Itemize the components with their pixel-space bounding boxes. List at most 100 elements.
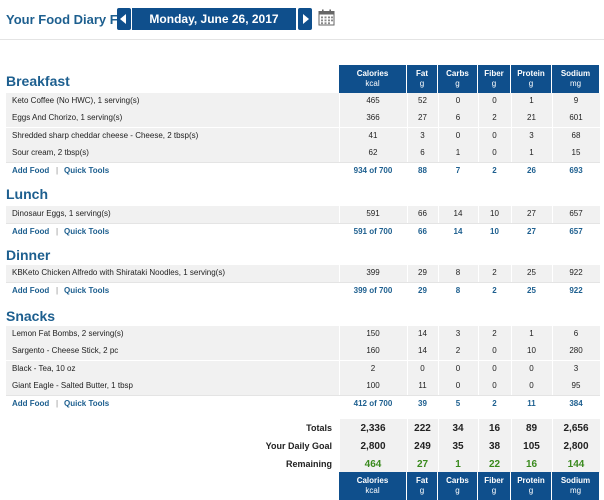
cell-divider bbox=[438, 377, 439, 395]
cell-divider bbox=[511, 360, 512, 378]
total-cell bbox=[511, 437, 552, 455]
cell-divider bbox=[407, 343, 408, 361]
column-unit: kcal bbox=[365, 79, 380, 88]
add-food-link[interactable]: Add Food bbox=[12, 286, 50, 296]
nutrient-value: 6 bbox=[420, 147, 425, 157]
nutrient-value: 0 bbox=[492, 147, 497, 157]
chevron-left-icon bbox=[120, 14, 126, 24]
meal-summary-row: Add Food | Quick Tools 412 of 700 39 5 2 11 384 bbox=[6, 395, 600, 415]
column-unit: g bbox=[455, 79, 460, 88]
total-cell bbox=[438, 437, 478, 455]
meal-total-value: 2 bbox=[492, 166, 497, 176]
nutrient-value: 8 bbox=[455, 268, 461, 277]
food-name[interactable]: Sour cream, 2 tbsp(s) bbox=[12, 147, 89, 157]
cell-divider bbox=[478, 265, 479, 282]
nutrient-value: 52 bbox=[418, 96, 427, 105]
nutrient-value: 0 bbox=[492, 363, 497, 373]
quick-tools-link[interactable]: Quick Tools bbox=[64, 166, 110, 176]
food-entry-row[interactable]: Sargento - Cheese Stick, 2 pc 160 14 2 0 10 28… bbox=[6, 343, 600, 362]
nutrient-value: 6 bbox=[573, 329, 579, 338]
add-food-link[interactable]: Add Food bbox=[12, 227, 50, 237]
food-entry-row[interactable]: Keto Coffee (No HWC), 1 serving(s) 465 52 0… bbox=[6, 93, 600, 111]
cell-divider bbox=[438, 144, 439, 162]
food-name[interactable]: Dinosaur Eggs, 1 serving(s) bbox=[12, 209, 111, 218]
food-name[interactable]: Black - Tea, 10 oz bbox=[12, 363, 76, 373]
food-name[interactable]: Giant Eagle - Salted Butter, 1 tbsp bbox=[12, 380, 133, 390]
column-unit: g bbox=[419, 79, 425, 88]
cell-divider bbox=[552, 93, 553, 110]
nutrient-value: 0 bbox=[455, 130, 461, 140]
total-cell bbox=[339, 419, 407, 437]
meal-total-value: 25 bbox=[527, 286, 536, 296]
meal-total-value: 412 of 700 bbox=[353, 399, 393, 409]
daily-goal-row: Your Daily Goal 2,800 249 35 38 105 2,800 bbox=[6, 437, 600, 455]
nutrient-value: 2 bbox=[492, 329, 497, 338]
food-name[interactable]: Eggs And Chorizo, 1 serving(s) bbox=[12, 113, 123, 123]
column-name: Sodium bbox=[560, 476, 591, 485]
nutrient-value: 280 bbox=[569, 346, 583, 356]
food-entry-row[interactable]: KBKeto Chicken Alfredo with Shirataki No… bbox=[6, 265, 600, 283]
meal-total-value: 66 bbox=[418, 227, 427, 237]
food-name[interactable]: Shredded sharp cheddar cheese - Cheese, … bbox=[12, 130, 199, 140]
food-name[interactable]: Lemon Fat Bombs, 2 serving(s) bbox=[12, 329, 124, 338]
cell-divider bbox=[339, 265, 340, 282]
food-entry-row[interactable]: Black - Tea, 10 oz 2 0 0 0 0 3 bbox=[6, 360, 600, 379]
daily-goal-label: Your Daily Goal bbox=[265, 441, 332, 451]
column-header-calories: Calories kcal bbox=[339, 472, 406, 500]
totals-label: Totals bbox=[306, 423, 332, 433]
meal-total-value: 27 bbox=[527, 227, 536, 237]
food-entry-row[interactable]: Sour cream, 2 tbsp(s) 62 6 1 0 1 15 bbox=[6, 144, 600, 163]
food-entry-row[interactable]: Lemon Fat Bombs, 2 serving(s) 150 14 3 2 1 6 bbox=[6, 326, 600, 344]
food-name[interactable]: KBKeto Chicken Alfredo with Shirataki No… bbox=[12, 268, 225, 277]
cell-divider bbox=[407, 265, 408, 282]
cell-divider bbox=[552, 326, 553, 343]
next-day-button[interactable] bbox=[298, 8, 312, 30]
nutrient-value: 3 bbox=[420, 130, 425, 140]
food-name[interactable]: Keto Coffee (No HWC), 1 serving(s) bbox=[12, 96, 140, 105]
meal-summary-row: Add Food | Quick Tools 934 of 700 88 7 2 26 693 bbox=[6, 162, 600, 182]
total-cell bbox=[478, 419, 511, 437]
cell-divider bbox=[478, 326, 479, 343]
column-unit: mg bbox=[569, 486, 582, 495]
nutrient-value: 591 bbox=[366, 209, 380, 218]
cell-divider bbox=[478, 110, 479, 128]
cell-divider bbox=[339, 144, 340, 162]
previous-day-button[interactable] bbox=[117, 8, 131, 30]
cell-divider bbox=[407, 127, 408, 145]
current-date: Monday, June 26, 2017 bbox=[132, 8, 296, 30]
meal-total-value: 2 bbox=[492, 286, 497, 296]
nutrient-value: 465 bbox=[366, 96, 380, 105]
nutrient-value: 0 bbox=[420, 363, 425, 373]
column-name: Sodium bbox=[560, 69, 591, 78]
total-cell bbox=[511, 419, 552, 437]
food-entry-row[interactable]: Shredded sharp cheddar cheese - Cheese, … bbox=[6, 127, 600, 146]
cell-divider bbox=[407, 326, 408, 343]
add-food-link[interactable]: Add Food bbox=[12, 166, 50, 176]
nutrient-value: 14 bbox=[418, 329, 427, 338]
nutrient-value: 2 bbox=[492, 268, 497, 277]
nutrient-value: 68 bbox=[571, 130, 581, 140]
column-name: Fat bbox=[416, 69, 428, 78]
cell-divider bbox=[478, 360, 479, 378]
remaining-value: 1 bbox=[455, 459, 461, 470]
food-entry-row[interactable]: Eggs And Chorizo, 1 serving(s) 366 27 6 2 21 6… bbox=[6, 110, 600, 129]
meal-total-value: 39 bbox=[418, 399, 427, 409]
cell-divider bbox=[478, 144, 479, 162]
cell-divider bbox=[552, 127, 553, 145]
calendar-icon[interactable] bbox=[318, 9, 335, 26]
column-header-protein: Protein g bbox=[511, 65, 551, 93]
totals-value: 222 bbox=[414, 423, 431, 434]
cell-divider bbox=[438, 265, 439, 282]
quick-tools-link[interactable]: Quick Tools bbox=[64, 399, 110, 409]
food-entry-row[interactable]: Dinosaur Eggs, 1 serving(s) 591 66 14 10 27 65… bbox=[6, 206, 600, 224]
total-cell bbox=[339, 455, 407, 473]
nutrient-value: 0 bbox=[529, 380, 534, 390]
food-name[interactable]: Sargento - Cheese Stick, 2 pc bbox=[12, 346, 119, 356]
cell-divider bbox=[511, 206, 512, 223]
quick-tools-link[interactable]: Quick Tools bbox=[64, 286, 110, 296]
food-entry-row[interactable]: Giant Eagle - Salted Butter, 1 tbsp 100 11… bbox=[6, 377, 600, 396]
nutrient-value: 95 bbox=[571, 380, 581, 390]
cell-divider bbox=[552, 360, 553, 378]
add-food-link[interactable]: Add Food bbox=[12, 399, 50, 409]
quick-tools-link[interactable]: Quick Tools bbox=[64, 227, 110, 237]
